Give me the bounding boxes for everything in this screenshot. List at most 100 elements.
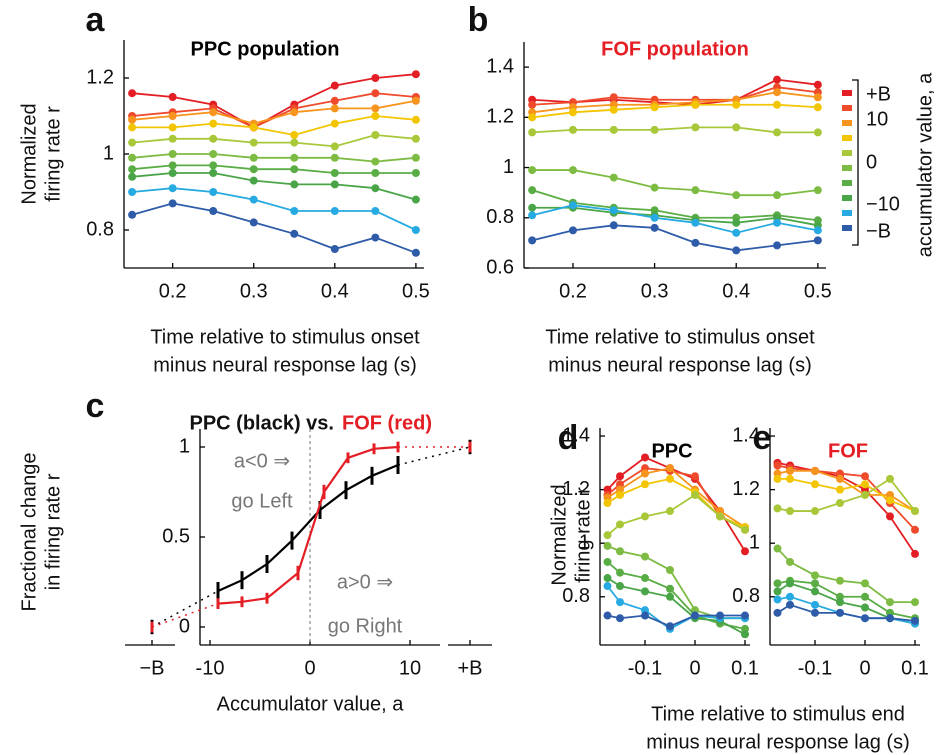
x-axis-label: Time relative to stimulus onset xyxy=(150,326,420,348)
data-point xyxy=(641,480,649,489)
panel-letter: a xyxy=(86,1,106,39)
data-point xyxy=(666,592,674,601)
data-point xyxy=(609,125,618,134)
data-point xyxy=(813,103,822,112)
data-point xyxy=(911,507,919,516)
data-point xyxy=(911,525,919,534)
data-point xyxy=(249,218,258,227)
data-point xyxy=(330,180,339,189)
data-point xyxy=(691,490,699,499)
data-point xyxy=(836,608,844,617)
series-line xyxy=(131,202,417,254)
data-point xyxy=(616,598,624,607)
data-point xyxy=(813,80,822,89)
data-point xyxy=(666,507,674,516)
data-point xyxy=(773,191,782,200)
data-point xyxy=(691,218,700,227)
data-point xyxy=(168,93,177,101)
data-point xyxy=(168,112,177,120)
x-tick-label: -0.1 xyxy=(628,657,662,679)
data-point xyxy=(773,461,782,470)
data-point xyxy=(371,233,380,242)
data-point xyxy=(330,169,339,177)
data-point xyxy=(568,125,577,134)
chart-title: FOF population xyxy=(601,38,749,60)
data-point xyxy=(290,138,299,147)
data-point xyxy=(128,172,137,181)
data-point xyxy=(732,218,741,227)
data-point xyxy=(813,186,822,195)
data-point xyxy=(641,587,649,596)
data-point xyxy=(411,134,420,143)
data-point xyxy=(741,611,749,620)
x-tick-label: 0 xyxy=(859,657,870,679)
data-point xyxy=(691,100,700,109)
series-line xyxy=(606,467,746,531)
data-point xyxy=(813,236,822,245)
data-point xyxy=(371,157,380,166)
series-line xyxy=(606,493,746,536)
y-tick-label: 1 xyxy=(503,156,514,178)
data-point xyxy=(886,598,894,607)
data-point xyxy=(528,113,537,122)
data-point xyxy=(603,499,612,508)
data-point xyxy=(616,490,624,499)
data-point xyxy=(773,595,782,604)
data-point xyxy=(666,584,674,593)
data-point xyxy=(209,169,218,177)
colorbar-title: accumulator value, a xyxy=(914,72,936,257)
data-point xyxy=(811,600,819,609)
x-tick-label: +B xyxy=(457,657,482,679)
data-point xyxy=(209,150,218,158)
y-axis-label: firing rate r xyxy=(572,487,594,583)
data-point xyxy=(786,557,794,566)
data-point xyxy=(811,507,819,516)
series-line xyxy=(532,169,818,197)
data-point xyxy=(773,218,782,227)
data-point xyxy=(290,108,299,117)
data-point xyxy=(811,466,819,475)
data-point xyxy=(786,592,794,601)
colorbar-swatch xyxy=(842,105,852,111)
data-point xyxy=(691,472,699,481)
data-point xyxy=(168,150,177,158)
data-point xyxy=(716,512,724,521)
data-point xyxy=(568,108,577,117)
data-point xyxy=(616,568,624,577)
data-point xyxy=(911,549,919,558)
data-point xyxy=(168,169,177,177)
x-axis-label: Time relative to stimulus end xyxy=(651,703,905,725)
data-point xyxy=(411,195,420,204)
colorbar-label: +B xyxy=(866,83,891,105)
series-line xyxy=(532,126,818,134)
series-line xyxy=(132,172,417,201)
series-line xyxy=(532,103,818,119)
data-point xyxy=(773,474,782,483)
data-point xyxy=(371,169,380,177)
y-tick-label: 0.5 xyxy=(162,525,190,547)
data-point xyxy=(641,453,649,462)
chart-title: FOF xyxy=(828,440,868,462)
data-point xyxy=(209,188,218,196)
data-point xyxy=(666,622,674,631)
data-point xyxy=(641,552,649,561)
series-line xyxy=(777,603,916,622)
data-point xyxy=(811,579,819,588)
data-point xyxy=(911,616,919,625)
x-tick-label: −B xyxy=(139,657,164,679)
series-line xyxy=(532,91,818,114)
data-point xyxy=(528,166,537,175)
colorbar-swatch xyxy=(842,180,852,186)
data-point xyxy=(528,211,537,220)
data-point xyxy=(691,186,700,195)
data-point xyxy=(249,195,258,204)
data-point xyxy=(732,246,741,255)
y-tick-label: 1.4 xyxy=(486,55,514,77)
data-point xyxy=(861,579,869,588)
data-point xyxy=(568,166,577,175)
data-point xyxy=(691,238,700,247)
panel-letter: d xyxy=(558,419,579,457)
series-line xyxy=(531,189,818,222)
data-point xyxy=(371,89,380,98)
data-point xyxy=(290,180,299,189)
